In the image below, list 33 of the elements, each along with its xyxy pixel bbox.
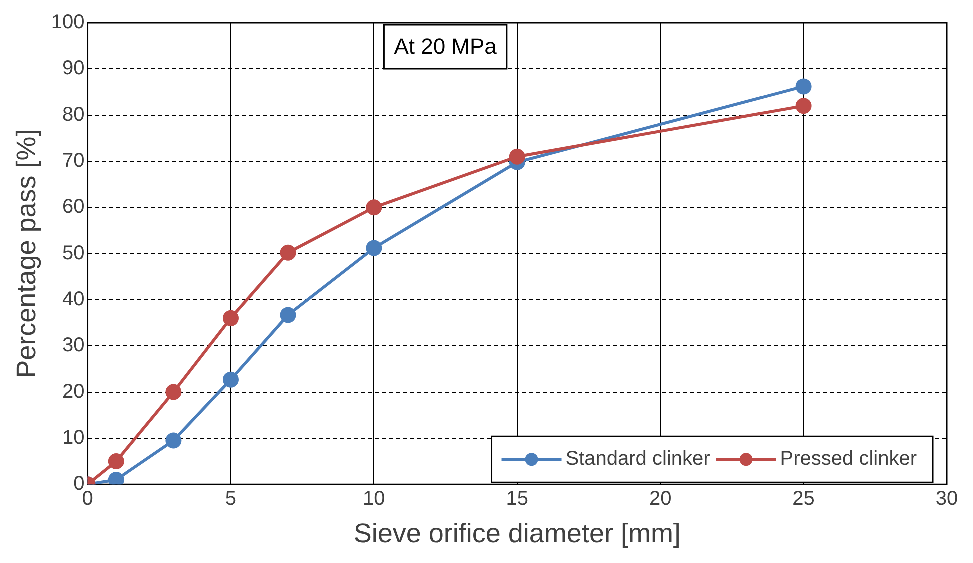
point	[366, 240, 382, 256]
x-axis-title: Sieve orifice diameter [mm]	[354, 518, 681, 548]
point	[366, 200, 382, 216]
y-tick-label: 50	[62, 242, 85, 264]
annotation: At 20 MPa	[394, 34, 498, 60]
point	[796, 78, 812, 95]
y-tick-label: 100	[51, 12, 85, 34]
y-axis-title: Percentage pass [%]	[12, 129, 42, 378]
point	[222, 372, 239, 388]
y-tick-label: 70	[62, 150, 85, 172]
legend-label: Pressed clinker	[780, 448, 918, 470]
y-tick-label: 20	[62, 380, 85, 403]
x-tick-label: 25	[792, 488, 815, 510]
point	[108, 454, 124, 470]
x-tick-label: 10	[363, 488, 386, 510]
y-tick-label: 40	[62, 288, 85, 310]
point	[509, 148, 526, 165]
point	[796, 98, 812, 114]
point	[166, 384, 182, 400]
point	[280, 307, 296, 324]
y-tick-label: 90	[62, 58, 85, 80]
y-tick-label: 30	[62, 334, 85, 357]
point	[280, 244, 296, 261]
point	[166, 432, 182, 449]
x-tick-label: 30	[936, 488, 958, 510]
x-tick-label: 15	[506, 488, 529, 510]
y-tick-label: 80	[62, 104, 85, 126]
y-tick-label: 60	[62, 196, 85, 218]
point	[222, 310, 239, 326]
legend-label: Standard clinker	[566, 448, 711, 470]
x-tick-label: 20	[649, 488, 672, 510]
x-tick-label: 5	[225, 488, 237, 510]
y-tick-label: 10	[62, 426, 85, 449]
